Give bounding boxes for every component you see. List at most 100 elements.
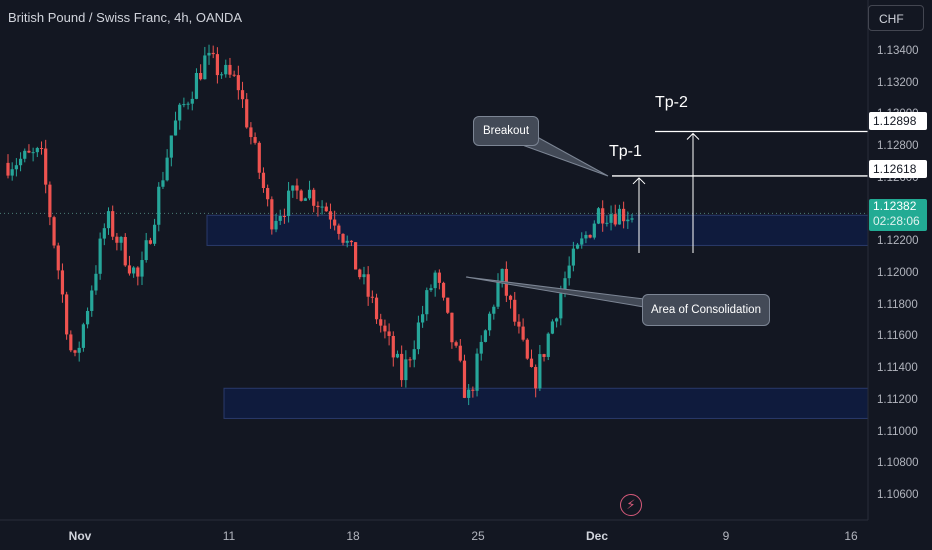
candle xyxy=(48,181,52,226)
price-tick: 1.11000 xyxy=(877,425,918,438)
candle xyxy=(60,263,65,303)
candle xyxy=(571,241,575,272)
candle xyxy=(462,354,467,399)
candle xyxy=(132,266,136,278)
candle xyxy=(123,233,127,267)
breakout-callout[interactable]: Breakout xyxy=(473,116,539,146)
candle xyxy=(98,232,102,280)
candle xyxy=(605,215,609,227)
candle xyxy=(257,141,261,180)
candle xyxy=(429,284,433,292)
candle xyxy=(144,232,148,263)
candle xyxy=(312,187,316,213)
tp1-price-tag: 1.12618 xyxy=(869,160,927,178)
price-tick: 1.11800 xyxy=(877,298,918,311)
candle xyxy=(358,268,362,280)
candle xyxy=(467,384,471,406)
tp1-label: Tp-1 xyxy=(609,143,642,160)
flash-icon[interactable]: ⚡ xyxy=(620,494,642,516)
tp2-label: Tp-2 xyxy=(655,94,688,111)
candle xyxy=(31,147,35,162)
candle xyxy=(496,273,500,310)
candle xyxy=(278,209,282,225)
candle xyxy=(630,213,634,223)
candle xyxy=(437,269,441,290)
candle xyxy=(324,202,328,212)
candle xyxy=(219,72,224,79)
current-price-value: 1.12382 xyxy=(873,199,917,213)
candle xyxy=(111,205,115,241)
candle xyxy=(203,46,207,80)
currency-button[interactable]: CHF xyxy=(868,5,924,31)
candle xyxy=(152,218,157,246)
candle xyxy=(475,348,479,397)
candle xyxy=(140,251,144,286)
candle xyxy=(483,329,488,343)
candle xyxy=(274,214,278,233)
time-tick: 9 xyxy=(722,529,730,543)
candle xyxy=(291,185,295,198)
candle xyxy=(316,201,320,217)
candle xyxy=(307,180,312,201)
candle xyxy=(425,287,429,321)
candle xyxy=(575,242,580,250)
candle xyxy=(404,350,408,388)
annotations-layer xyxy=(465,130,868,308)
candle xyxy=(27,144,31,154)
candle xyxy=(617,204,622,225)
candle xyxy=(39,141,44,155)
candle xyxy=(383,319,387,339)
candle xyxy=(186,101,190,110)
candle xyxy=(500,268,504,288)
candle xyxy=(345,235,349,248)
candle xyxy=(236,65,240,100)
candle xyxy=(538,344,542,392)
price-tick: 1.12800 xyxy=(877,140,919,153)
tp2-arrowhead xyxy=(686,132,700,140)
candle xyxy=(479,335,483,361)
price-tick: 1.11400 xyxy=(877,362,918,375)
candle xyxy=(416,315,421,355)
candle xyxy=(370,290,374,304)
candle xyxy=(44,139,48,194)
candle xyxy=(492,304,496,320)
candle xyxy=(446,297,450,314)
candle xyxy=(85,307,90,329)
candle xyxy=(349,240,354,247)
candle xyxy=(56,242,60,280)
candle xyxy=(194,68,199,100)
candle xyxy=(596,207,601,225)
consolidation-callout[interactable]: Area of Consolidation xyxy=(642,294,770,326)
candle xyxy=(567,256,571,286)
candle xyxy=(240,81,245,108)
candle xyxy=(215,47,219,84)
candle xyxy=(517,314,521,334)
candle xyxy=(337,223,341,240)
candle xyxy=(546,332,550,361)
candle xyxy=(94,265,98,295)
candle xyxy=(286,181,291,223)
candle xyxy=(106,207,111,235)
candle xyxy=(52,215,56,249)
candle xyxy=(609,205,613,231)
candle xyxy=(6,154,10,179)
candle xyxy=(521,318,525,342)
price-tick: 1.11600 xyxy=(877,330,918,343)
candle xyxy=(18,152,23,172)
candle xyxy=(529,349,534,368)
candle xyxy=(626,211,630,229)
candle xyxy=(441,281,446,301)
candle xyxy=(182,97,186,108)
candle xyxy=(550,319,555,335)
price-tick: 1.10800 xyxy=(877,457,919,470)
candle xyxy=(157,182,161,232)
candle xyxy=(412,340,416,368)
candle xyxy=(534,364,538,398)
candle xyxy=(320,200,324,215)
price-tick: 1.12000 xyxy=(877,267,919,279)
candle xyxy=(387,323,391,346)
candle xyxy=(199,64,203,81)
candle xyxy=(169,135,173,167)
candle xyxy=(35,146,39,158)
